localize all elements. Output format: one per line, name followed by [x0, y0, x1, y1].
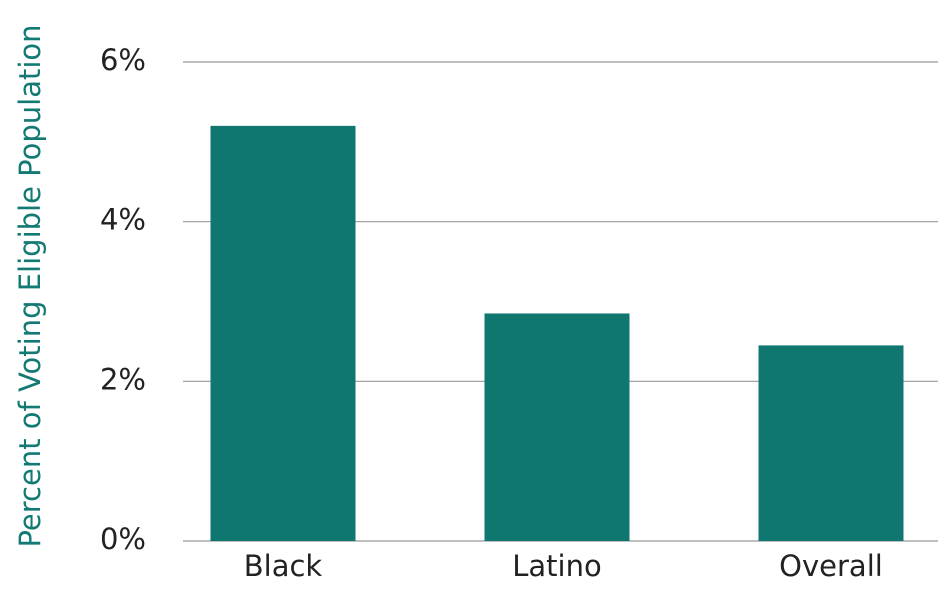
bar — [210, 125, 356, 541]
y-axis-label: Percent of Voting Eligible Population — [13, 24, 47, 547]
x-tick-label: Overall — [779, 549, 883, 583]
y-tick-label: 2% — [100, 362, 146, 396]
y-tick-label: 0% — [100, 522, 146, 556]
bar — [758, 345, 904, 541]
y-tick-label: 6% — [100, 43, 146, 77]
x-tick-label: Latino — [512, 549, 601, 583]
y-tick-label: 4% — [100, 203, 146, 237]
bar — [484, 313, 630, 541]
x-tick-label: Black — [244, 549, 323, 583]
